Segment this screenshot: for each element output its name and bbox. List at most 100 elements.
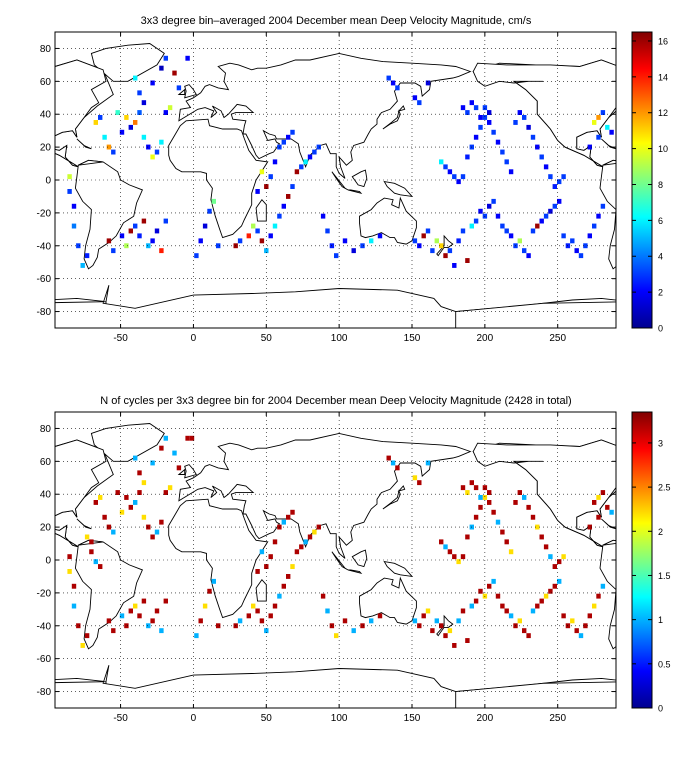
data-cell (491, 198, 496, 204)
data-cell (272, 223, 278, 229)
data-cell (491, 509, 496, 515)
data-cell (133, 500, 138, 505)
data-cell (154, 529, 160, 535)
data-cell (447, 549, 453, 555)
data-cell (264, 184, 269, 189)
data-cell (522, 248, 527, 254)
data-cell (500, 529, 505, 535)
data-cell (342, 618, 348, 624)
data-cell (185, 55, 190, 61)
coastline (599, 159, 616, 270)
data-cell (522, 115, 527, 120)
data-cell (517, 110, 522, 115)
data-cell (141, 514, 147, 520)
data-cell (460, 608, 466, 614)
data-cell (84, 253, 90, 259)
coastline (472, 59, 616, 168)
data-cell (548, 588, 553, 594)
data-cell (259, 618, 265, 624)
data-cell (522, 628, 527, 634)
data-cell (491, 129, 496, 135)
coastline (601, 138, 616, 150)
data-cell (508, 613, 514, 619)
data-cell (93, 559, 98, 565)
data-cell (539, 534, 544, 540)
data-cell (150, 154, 155, 160)
data-cell (469, 100, 474, 106)
data-cell (369, 238, 374, 244)
colorbar-tick-label: 1 (658, 615, 663, 625)
coastline (76, 138, 92, 150)
data-cell (124, 623, 129, 629)
data-cell (548, 208, 553, 214)
data-cell (500, 149, 505, 155)
cycles-colorbar: 0 0.5 1 1.5 2 2.5 3 (631, 411, 671, 714)
data-cell (264, 628, 269, 634)
data-cell (342, 238, 348, 244)
y-tick-label: -40 (37, 241, 52, 252)
data-cell (434, 618, 439, 624)
data-cell (268, 233, 273, 239)
data-cell (294, 169, 300, 175)
data-cell (548, 554, 553, 560)
data-cell (216, 623, 221, 629)
data-cell (111, 529, 116, 535)
data-cell (583, 623, 588, 629)
data-cell (530, 514, 536, 520)
data-cell (522, 495, 527, 500)
data-cell (176, 465, 182, 471)
data-cell (543, 164, 549, 170)
y-tick-label: 60 (40, 457, 52, 468)
data-cell (281, 583, 286, 589)
data-cell (133, 455, 138, 461)
data-cell (264, 564, 269, 569)
colorbar-gradient (631, 31, 653, 329)
cycles-y-axis: 80 60 40 20 0 -20 -40 -60 -80 (37, 424, 616, 698)
data-cell (465, 258, 470, 263)
data-cell (465, 490, 470, 495)
data-cell (452, 174, 457, 180)
colorbar-tick-label: 4 (658, 252, 663, 262)
velocity-panel: 3x3 degree bin–averaged 2004 December me… (37, 15, 668, 344)
coastline (178, 52, 472, 179)
data-cell (596, 514, 601, 520)
data-cell (259, 169, 265, 175)
coastline (78, 159, 104, 166)
coastline (331, 551, 349, 571)
data-cell (128, 504, 133, 510)
cycles-title: N of cycles per 3x3 degree bin for 2004 … (100, 395, 571, 407)
data-cell (504, 608, 509, 614)
data-cell (146, 144, 151, 150)
data-cell (325, 608, 330, 614)
data-cell (67, 569, 72, 574)
data-cell (198, 618, 203, 624)
coastline (55, 439, 107, 548)
data-cell (491, 578, 496, 584)
coastline (382, 109, 401, 130)
data-cell (469, 480, 474, 486)
data-cell (482, 105, 488, 111)
velocity-grid (55, 32, 616, 328)
data-cell (605, 124, 610, 130)
data-cell (543, 593, 549, 599)
coastline (178, 432, 472, 559)
data-cell (504, 539, 509, 545)
y-tick-label: 0 (45, 176, 51, 187)
data-cell (473, 514, 479, 520)
data-cell (133, 120, 138, 125)
coastline (359, 196, 417, 245)
data-cell (294, 549, 300, 555)
data-cell (286, 574, 291, 579)
coastline (602, 539, 616, 546)
data-cell (84, 633, 90, 639)
data-cell (412, 238, 418, 244)
data-cell (552, 564, 557, 569)
data-cell (119, 613, 125, 619)
data-cell (141, 100, 147, 106)
y-tick-label: -20 (37, 588, 52, 599)
data-cell (487, 203, 492, 209)
data-cell (167, 485, 173, 491)
data-cell (500, 223, 505, 229)
data-cell (456, 238, 461, 244)
data-cell (251, 223, 256, 229)
